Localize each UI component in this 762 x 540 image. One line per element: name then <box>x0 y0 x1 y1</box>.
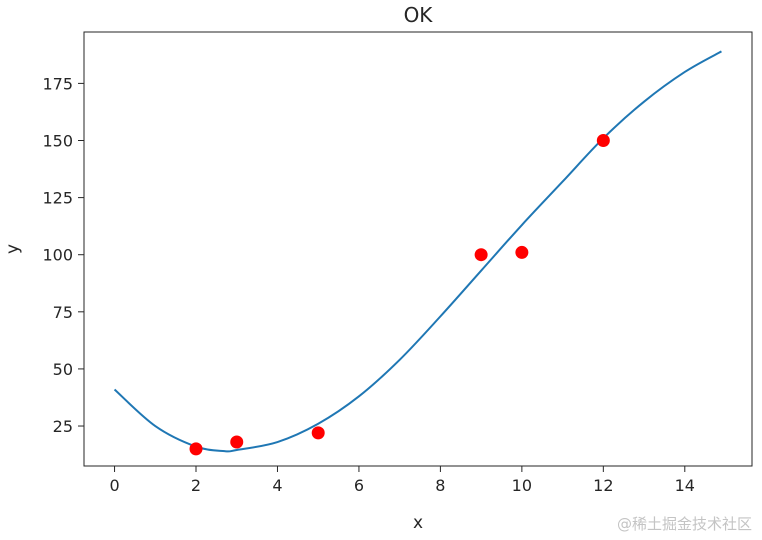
data-point <box>515 245 529 259</box>
y-tick-label: 125 <box>42 189 73 208</box>
x-axis-label: x <box>413 513 423 533</box>
x-tick-label: 0 <box>109 476 119 495</box>
y-tick-label: 100 <box>42 246 73 265</box>
plot-frame <box>83 31 753 467</box>
x-tick-label: 14 <box>675 476 695 495</box>
data-point <box>311 426 325 440</box>
x-tick-label: 6 <box>354 476 364 495</box>
data-point <box>474 248 488 262</box>
x-tick-label: 12 <box>593 476 613 495</box>
plot-area <box>113 50 722 456</box>
x-tick-label: 2 <box>191 476 201 495</box>
data-point <box>596 134 610 147</box>
chart-title: OK <box>404 3 434 27</box>
y-tick-label: 75 <box>53 303 73 322</box>
axes: 0 2 4 6 8 10 12 14 25 50 75 100 125 150 175 <box>42 74 695 495</box>
y-tick-label: 150 <box>42 132 73 151</box>
y-tick-label: 25 <box>53 417 73 436</box>
data-point <box>230 435 244 449</box>
y-tick-label: 50 <box>53 360 73 379</box>
y-tick-label: 175 <box>42 74 73 93</box>
data-point <box>189 442 203 456</box>
watermark: @稀土掘金技术社区 <box>616 515 752 533</box>
x-tick-label: 10 <box>512 476 532 495</box>
x-tick-label: 4 <box>272 476 282 495</box>
fit-curve <box>113 50 722 453</box>
x-tick-label: 8 <box>435 476 445 495</box>
y-axis-label: y <box>3 244 23 254</box>
